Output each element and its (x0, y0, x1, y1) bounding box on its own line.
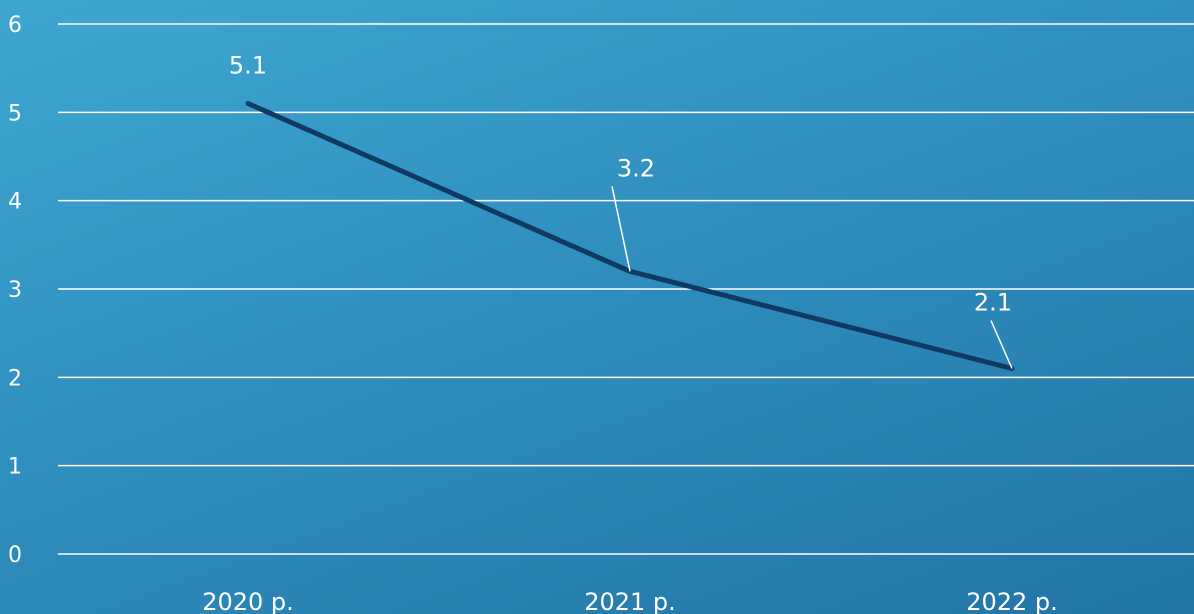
series-line (245, 101, 1015, 371)
y-tick-label: 5 (8, 101, 22, 126)
y-axis-tick-labels: 0 1 2 3 4 5 6 (8, 13, 22, 568)
y-tick-label: 0 (8, 543, 22, 568)
x-tick-label: 2021 р. (584, 588, 676, 614)
y-tick-label: 3 (8, 278, 22, 303)
data-label: 3.2 (617, 154, 655, 182)
x-axis-tick-labels: 2020 р. 2021 р. 2022 р. (202, 588, 1058, 614)
data-label: 2.1 (974, 289, 1012, 317)
y-tick-label: 2 (8, 366, 22, 391)
data-labels: 5.1 3.2 2.1 (229, 52, 1012, 317)
y-tick-label: 4 (8, 190, 22, 215)
data-label-leader (990, 320, 1013, 369)
data-label: 5.1 (229, 52, 267, 80)
x-tick-label: 2020 р. (202, 588, 294, 614)
y-gridlines (58, 23, 1194, 555)
data-label-leader (611, 186, 631, 272)
data-label-leaders (611, 186, 1013, 369)
y-tick-label: 1 (8, 455, 22, 480)
y-tick-label: 6 (8, 13, 22, 38)
x-tick-label: 2022 р. (966, 588, 1058, 614)
